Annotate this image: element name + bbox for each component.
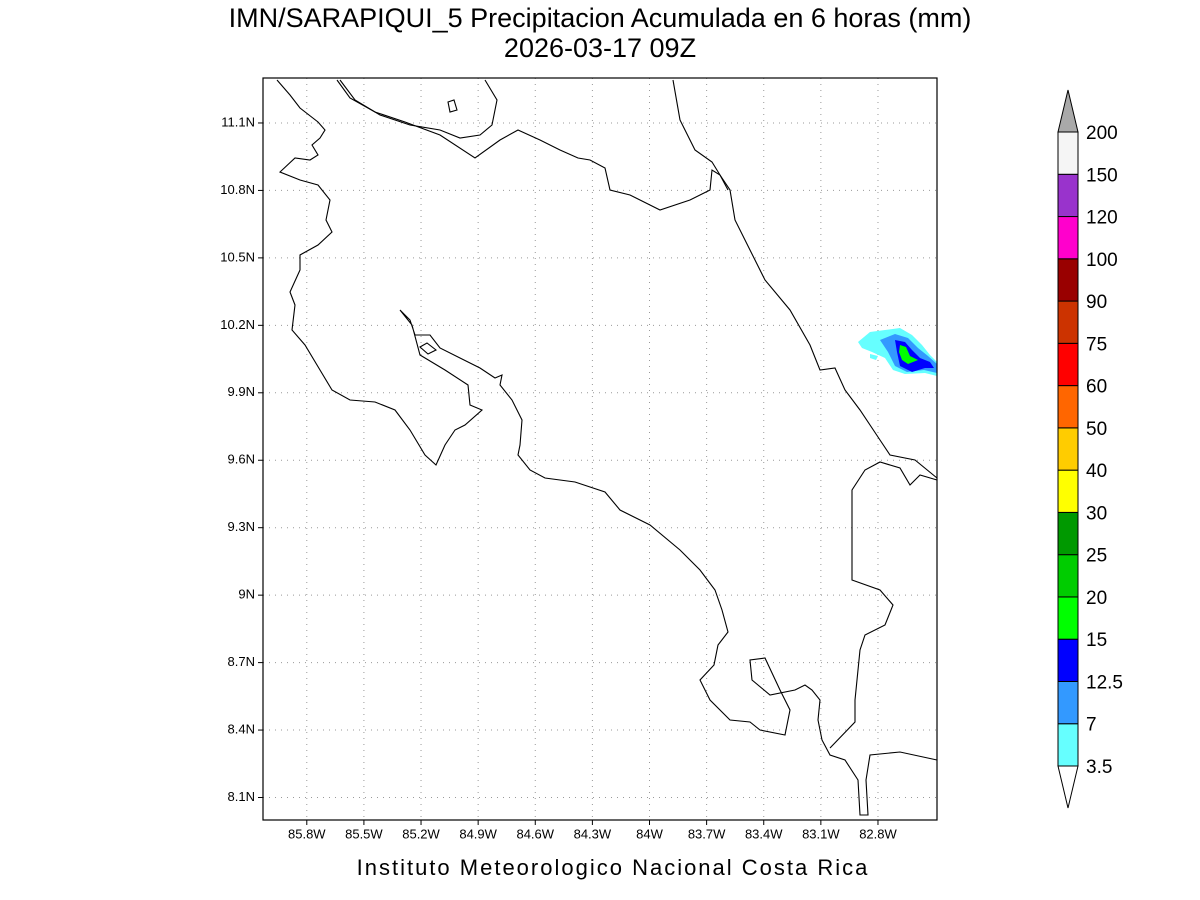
colorbar-label: 120: [1086, 208, 1118, 229]
y-tick-label: 8.1N: [228, 789, 255, 804]
y-tick-label: 10.8N: [220, 182, 255, 197]
colorbar: 3.5 7 12.5 15 20 25 30 40 50 60 75 90 100 120 150 200: [1057, 89, 1123, 809]
colorbar-box: [1057, 258, 1079, 302]
colorbar-label: 40: [1086, 461, 1107, 482]
x-tick-label: 83.4W: [745, 826, 783, 841]
x-tick-label: 83.7W: [688, 826, 726, 841]
grid: [263, 78, 937, 820]
colorbar-label: 30: [1086, 503, 1107, 524]
coastline: [672, 79, 938, 479]
colorbar-label: 75: [1086, 334, 1107, 355]
colorbar-label: 7: [1086, 715, 1097, 736]
colorbar-label: 25: [1086, 546, 1107, 567]
x-tick-label: 84W: [636, 826, 663, 841]
colorbar-box: [1057, 723, 1079, 767]
colorbar-box: [1057, 131, 1079, 175]
y-tick-label: 11.1N: [221, 114, 255, 129]
colorbar-label: 60: [1086, 377, 1107, 398]
colorbar-label: 3.5: [1086, 757, 1112, 778]
colorbar-box: [1057, 554, 1079, 598]
x-tick-label: 85.5W: [345, 826, 383, 841]
coastline: [276, 79, 938, 816]
precip-area: [870, 354, 878, 360]
colorbar-box: [1057, 596, 1079, 640]
coastline: [829, 461, 938, 749]
colorbar-label: 100: [1086, 250, 1118, 271]
map-frame: [262, 77, 938, 821]
colorbar-label: 20: [1086, 588, 1107, 609]
island: [419, 342, 438, 355]
y-tick-label: 8.7N: [228, 654, 255, 669]
y-tick-label: 8.4N: [228, 721, 255, 736]
colorbar-extension: [1057, 765, 1079, 809]
colorbar-box: [1057, 680, 1079, 725]
axes: 85.8W 85.5W 85.2W 84.9W 84.6W 84.3W 84W 83.7W 83…: [220, 114, 897, 841]
y-tick-label: 9.6N: [228, 452, 255, 467]
x-tick-label: 85.8W: [288, 826, 326, 841]
colorbar-box: [1057, 469, 1079, 513]
colorbar-box: [1057, 427, 1079, 471]
colorbar-box: [1057, 300, 1079, 344]
precip-area: [899, 345, 918, 364]
colorbar-label: 15: [1086, 630, 1107, 651]
x-tick-label: 85.2W: [402, 826, 440, 841]
colorbar-box: [1057, 216, 1079, 260]
colorbar-extension: [1057, 89, 1079, 133]
coastlines: [276, 79, 938, 816]
colorbar-label: 150: [1086, 165, 1118, 186]
colorbar-box: [1057, 173, 1079, 218]
y-tick-label: 10.2N: [220, 317, 255, 332]
x-tick-label: 83.1W: [802, 826, 840, 841]
colorbar-box: [1057, 342, 1079, 387]
colorbar-box: [1057, 385, 1079, 429]
colorbar-label: 12.5: [1086, 672, 1123, 693]
colorbar-box: [1057, 638, 1079, 682]
lake-shore: [339, 79, 498, 139]
y-tick-label: 9.9N: [228, 384, 255, 399]
y-tick-label: 9.3N: [228, 519, 255, 534]
x-tick-label: 82.8W: [859, 826, 897, 841]
y-tick-label: 9N: [238, 587, 255, 602]
title: IMN/SARAPIQUI_5 Precipitacion Acumulada …: [229, 3, 972, 33]
footer: Instituto Meteorologico Nacional Costa R…: [357, 855, 870, 880]
precipitation: [858, 328, 937, 376]
subtitle: 2026-03-17 09Z: [504, 33, 696, 63]
x-tick-label: 84.6W: [516, 826, 554, 841]
colorbar-box: [1057, 511, 1079, 556]
island: [447, 99, 458, 113]
y-tick-label: 10.5N: [220, 249, 255, 264]
x-tick-label: 84.3W: [574, 826, 612, 841]
x-tick-label: 84.9W: [459, 826, 497, 841]
colorbar-label: 90: [1086, 292, 1107, 313]
colorbar-label: 50: [1086, 419, 1107, 440]
colorbar-label: 200: [1086, 123, 1118, 144]
